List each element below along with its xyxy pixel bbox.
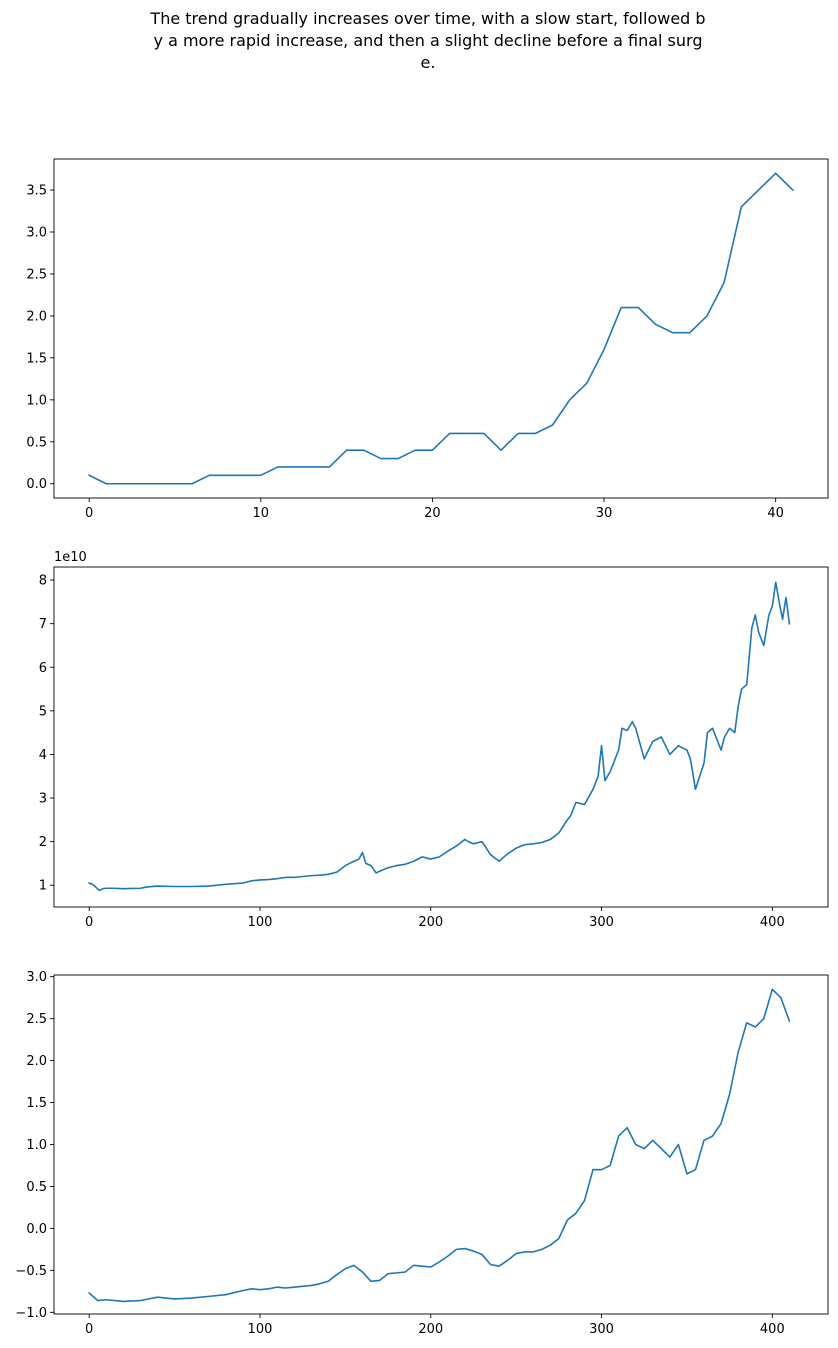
y-tick-label: 3.0 <box>26 970 47 985</box>
y-tick-label: 6 <box>39 661 47 676</box>
y-tick-label: 2.5 <box>26 267 47 282</box>
y-tick-label: 3 <box>39 792 47 807</box>
y-tick-label: 2.0 <box>26 309 47 324</box>
x-tick-label: 200 <box>418 915 443 930</box>
x-tick-label: 100 <box>248 915 273 930</box>
series-line <box>88 988 791 1303</box>
y-tick-label: 0.5 <box>26 435 47 450</box>
subplot-1: 0 10 20 30 40 0.0 0.5 1.0 1.5 2.0 2.5 3.0 3.5 <box>26 158 829 521</box>
figure-title-line-2: y a more rapid increase, and then a slig… <box>153 31 703 50</box>
y-tick-label: −1.0 <box>15 1306 47 1321</box>
axes-frame <box>53 974 829 1315</box>
subplot-3: 0 100 200 300 400 −1.0 −0.5 0.0 0.5 1.0 1.5 2.0 2.5 3… <box>15 970 829 1337</box>
x-tick-label: 200 <box>418 1322 443 1337</box>
figure-title: The trend gradually increases over time,… <box>0 8 838 74</box>
y-tick-label: 1.5 <box>26 1096 47 1111</box>
y-tick-label: 7 <box>39 617 47 632</box>
y-tick-label: 0.0 <box>26 1222 47 1237</box>
axes-frame <box>53 158 829 499</box>
x-tick-label: 0 <box>85 506 93 521</box>
x-tick-label: 300 <box>589 1322 614 1337</box>
y-tick-label: 2.0 <box>26 1054 47 1069</box>
subplot-2: 0 100 200 300 400 1 2 3 4 5 6 7 8 1e10 <box>39 550 829 930</box>
x-tick-label: 400 <box>760 915 785 930</box>
figure-title-line-3: e. <box>420 53 436 72</box>
x-tick-label: 10 <box>253 506 270 521</box>
x-tick-label: 20 <box>424 506 441 521</box>
y-tick-label: 0.0 <box>26 477 47 492</box>
x-tick-label: 0 <box>85 1322 93 1337</box>
y-tick-label: 2 <box>39 835 47 850</box>
y-tick-label: 8 <box>39 574 47 589</box>
y-tick-label: 2.5 <box>26 1012 47 1027</box>
y-tick-label: 3.5 <box>26 184 47 199</box>
x-tick-label: 100 <box>248 1322 273 1337</box>
figure-title-line-1: The trend gradually increases over time,… <box>150 9 706 28</box>
series-line <box>88 581 791 892</box>
x-tick-label: 0 <box>85 915 93 930</box>
y-offset-label: 1e10 <box>54 550 87 565</box>
y-tick-label: 1.5 <box>26 351 47 366</box>
y-tick-label: 4 <box>39 748 47 763</box>
y-tick-label: −0.5 <box>15 1264 47 1279</box>
x-tick-label: 400 <box>760 1322 785 1337</box>
axes-frame <box>53 566 829 908</box>
y-tick-label: 3.0 <box>26 226 47 241</box>
y-tick-label: 1.0 <box>26 1138 47 1153</box>
y-tick-label: 1.0 <box>26 393 47 408</box>
x-tick-label: 30 <box>596 506 613 521</box>
series-line <box>88 172 794 485</box>
x-tick-label: 300 <box>589 915 614 930</box>
y-tick-label: 0.5 <box>26 1180 47 1195</box>
y-tick-label: 5 <box>39 704 47 719</box>
y-tick-label: 1 <box>39 879 47 894</box>
x-tick-label: 40 <box>767 506 784 521</box>
